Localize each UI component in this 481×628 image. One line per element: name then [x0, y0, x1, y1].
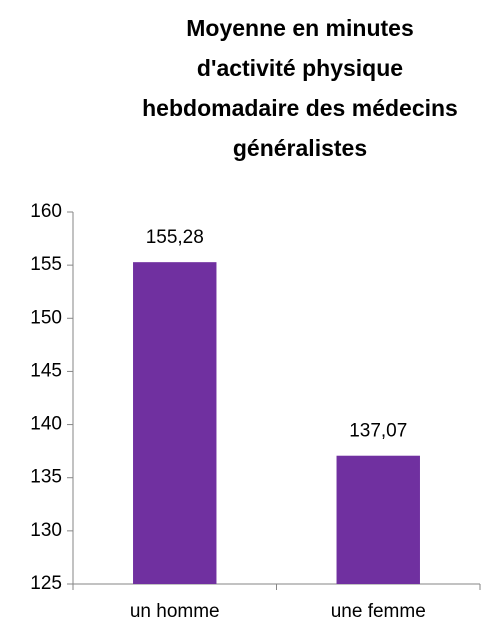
- data-label: 155,28: [146, 227, 204, 248]
- x-tick-label: un homme: [130, 601, 220, 622]
- chart-title: Moyenne en minutes d'activité physique h…: [142, 15, 458, 161]
- bar: [336, 455, 420, 584]
- y-tick-label: 145: [30, 360, 62, 381]
- data-label: 137,07: [349, 421, 407, 442]
- y-tick-label: 155: [30, 254, 62, 275]
- y-tick-label: 135: [30, 467, 62, 488]
- y-tick-label: 140: [30, 414, 62, 435]
- y-tick-label: 130: [30, 520, 62, 541]
- bar: [133, 262, 217, 584]
- y-tick-label: 160: [30, 201, 62, 222]
- y-tick-label: 150: [30, 307, 62, 328]
- x-tick-label: une femme: [331, 601, 426, 622]
- y-tick-label: 125: [30, 573, 62, 594]
